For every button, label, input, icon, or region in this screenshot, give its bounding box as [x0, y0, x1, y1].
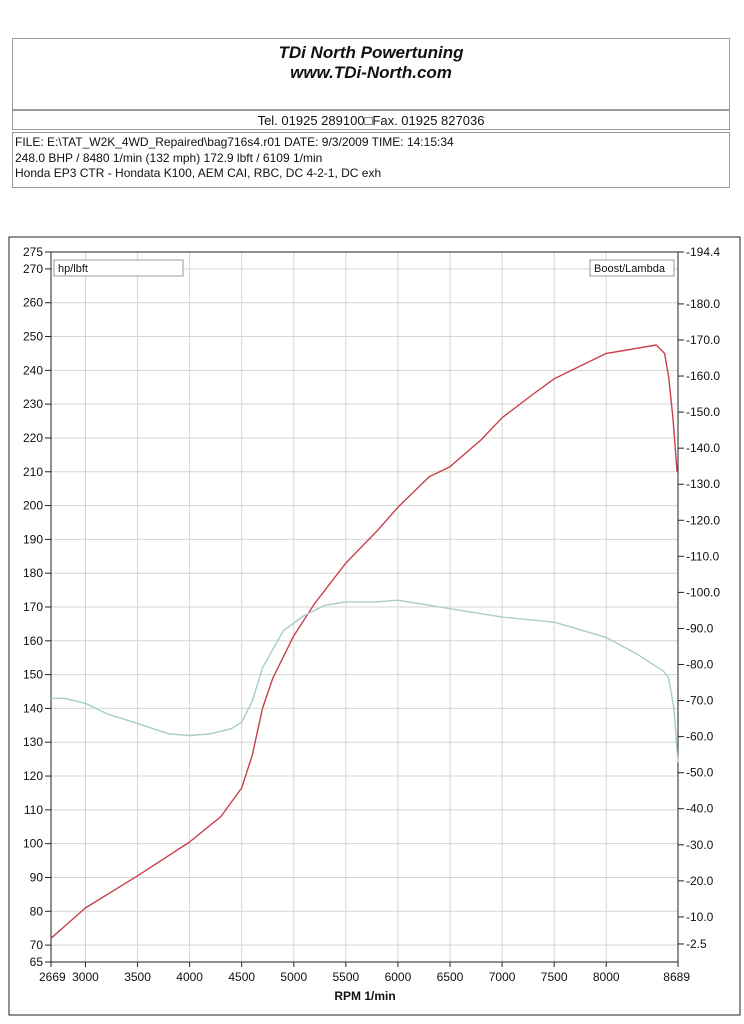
y-right-tick-label: -80.0 [686, 658, 714, 672]
y-left-tick-label: 260 [23, 296, 43, 310]
y-right-tick-label: -170.0 [686, 333, 720, 347]
vehicle-spec-line: Honda EP3 CTR - Hondata K100, AEM CAI, R… [15, 166, 382, 180]
y-left-tick-label: 250 [23, 330, 43, 344]
y-left-tick-label: 180 [23, 566, 43, 580]
y-left-tick-label: 170 [23, 600, 43, 614]
y-left-tick-label: 65 [30, 955, 44, 969]
y-right-tick-label: -60.0 [686, 730, 714, 744]
x-tick-label: 6500 [437, 970, 464, 984]
x-tick-label: 5500 [333, 970, 360, 984]
y-right-tick-label: -180.0 [686, 297, 720, 311]
plot-area-border [50, 251, 679, 963]
contact-line: Tel. 01925 289100□Fax. 01925 827036 [12, 110, 730, 130]
y-right-tick-label: -100.0 [686, 585, 720, 599]
y-left-tick-label: 220 [23, 431, 43, 445]
y-right-tick-label: -20.0 [686, 874, 714, 888]
left-axis-label: hp/lbft [58, 263, 88, 275]
y-left-tick-label: 190 [23, 532, 43, 546]
x-axis-title: RPM 1/min [334, 989, 395, 1003]
y-left-tick-label: 70 [30, 938, 44, 952]
right-axis-label-box [589, 259, 675, 277]
x-tick-label: 7000 [489, 970, 516, 984]
y-right-tick-label: -40.0 [686, 802, 714, 816]
y-left-tick-label: 120 [23, 769, 43, 783]
power-curve [50, 344, 678, 939]
torque-curve [51, 599, 679, 763]
y-left-tick-label: 110 [24, 803, 43, 817]
y-right-tick-label: -140.0 [686, 441, 720, 455]
file-info-line: FILE: E:\TAT_W2K_4WD_Repaired\bag716s4.r… [15, 135, 454, 149]
company-name: TDi North Powertuning [278, 43, 464, 62]
x-tick-label: 2669 [39, 970, 66, 984]
y-left-tick-label: 160 [23, 634, 43, 648]
y-right-tick-label: -2.5 [686, 937, 707, 951]
x-tick-label: 4500 [228, 970, 255, 984]
company-url: www.TDi-North.com [290, 63, 452, 82]
header-box: TDi North Powertuning www.TDi-North.com [12, 38, 730, 110]
y-right-tick-label: -120.0 [686, 513, 720, 527]
y-left-tick-label: 140 [23, 701, 43, 715]
y-left-tick-label: 240 [23, 363, 43, 377]
x-tick-label: 8000 [593, 970, 620, 984]
y-right-tick-label: -150.0 [686, 405, 720, 419]
left-axis-label-box [53, 259, 184, 277]
chart-outer-frame [8, 236, 741, 1016]
x-tick-label: 7500 [541, 970, 568, 984]
y-left-tick-label: 230 [23, 397, 43, 411]
y-right-tick-label: -110.0 [686, 549, 719, 563]
y-right-tick-label: -50.0 [686, 766, 714, 780]
y-right-tick-label: -10.0 [686, 910, 714, 924]
x-tick-label: 5000 [280, 970, 307, 984]
right-axis-label: Boost/Lambda [594, 263, 666, 275]
y-left-tick-label: 100 [23, 837, 43, 851]
y-left-tick-label: 210 [23, 465, 43, 479]
run-info-box: FILE: E:\TAT_W2K_4WD_Repaired\bag716s4.r… [12, 132, 730, 188]
y-left-tick-label: 130 [23, 735, 43, 749]
x-tick-label: 8689 [663, 970, 690, 984]
y-left-tick-label: 90 [30, 870, 44, 884]
y-right-tick-label: -30.0 [686, 838, 714, 852]
x-tick-label: 4000 [176, 970, 203, 984]
y-right-tick-label: -194.4 [686, 245, 720, 259]
peak-values-line: 248.0 BHP / 8480 1/min (132 mph) 172.9 l… [15, 150, 323, 165]
y-left-tick-label: 80 [30, 904, 44, 918]
y-left-tick-label: 270 [23, 262, 43, 276]
y-left-tick-label: 275 [23, 245, 43, 259]
y-left-tick-label: 150 [23, 668, 43, 682]
x-tick-label: 3500 [124, 970, 151, 984]
y-right-tick-label: -90.0 [686, 621, 714, 635]
y-left-tick-label: 200 [23, 499, 43, 513]
x-tick-label: 3000 [72, 970, 99, 984]
y-right-tick-label: -70.0 [686, 694, 714, 708]
y-right-tick-label: -130.0 [686, 477, 720, 491]
x-tick-label: 6000 [385, 970, 412, 984]
y-right-tick-label: -160.0 [686, 369, 720, 383]
